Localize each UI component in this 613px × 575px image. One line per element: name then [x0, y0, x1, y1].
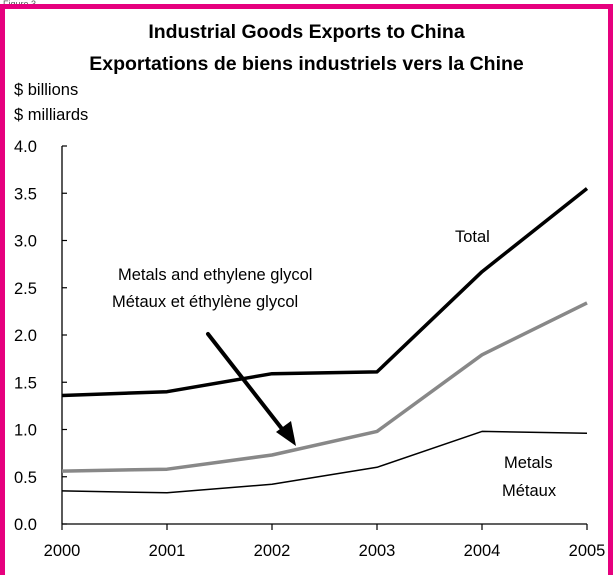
chart-subtitle: Exportations de biens industriels vers l… [89, 53, 524, 75]
x-tick-label: 2003 [359, 542, 396, 560]
label-metals-fr: Métaux [502, 482, 557, 500]
y-tick-label: 0.5 [14, 469, 37, 487]
series-lines [61, 187, 589, 494]
y-tick-label: 1.0 [14, 422, 37, 440]
y-tick-label: 2.0 [14, 327, 37, 345]
series-line-metals [61, 430, 588, 494]
y-tick-label: 3.0 [14, 233, 37, 251]
y-tick-label: 3.5 [14, 185, 37, 203]
y-unit-label-fr: $ milliards [14, 106, 89, 124]
x-tick-label: 2002 [254, 542, 291, 560]
series-line-metals-glycol [61, 301, 588, 473]
axes: 0.0 0.5 1.0 1.5 2.0 2.5 3.0 3.5 4.0 2000 2001 2002 2… [14, 138, 605, 560]
label-metals-glycol-fr: Métaux et éthylène glycol [112, 293, 298, 311]
y-tick-label: 1.5 [14, 374, 37, 392]
y-tick-label: 4.0 [14, 138, 37, 156]
x-tick-label: 2001 [149, 542, 186, 560]
label-metals-en: Metals [504, 454, 553, 472]
x-tick-label: 2004 [464, 542, 501, 560]
series-line-total [61, 187, 589, 398]
x-tick-label: 2005 [569, 542, 606, 560]
annotation-arrow [206, 332, 296, 446]
y-tick-label: 0.0 [14, 516, 37, 534]
chart-title: Industrial Goods Exports to China [148, 21, 465, 43]
label-total: Total [455, 228, 490, 246]
y-unit-label-en: $ billions [14, 81, 79, 99]
chart-frame [0, 4, 613, 575]
x-tick-label: 2000 [44, 542, 81, 560]
y-tick-label: 2.5 [14, 280, 37, 298]
label-metals-glycol-en: Metals and ethylene glycol [118, 266, 312, 284]
